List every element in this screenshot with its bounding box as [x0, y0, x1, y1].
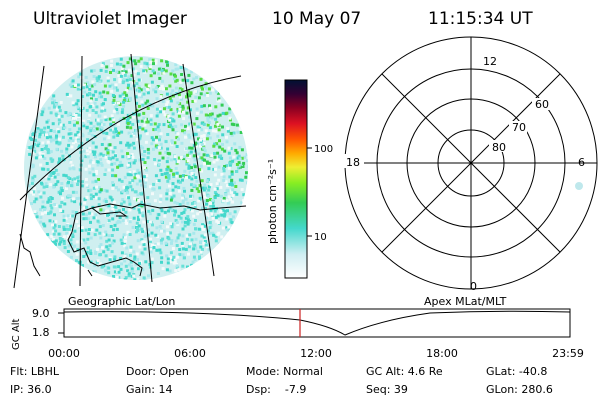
status-seq: Seq: 39: [366, 383, 408, 396]
coastline: [19, 203, 247, 277]
status-glat: GLat: -40.8: [486, 365, 547, 378]
timeline-xtick-0600: 06:00: [174, 347, 206, 360]
auroral-speckle: [26, 57, 248, 280]
polar-diagonal-b: [381, 73, 561, 253]
timeline-xtick-1200: 12:00: [300, 347, 332, 360]
altitude-curve: [63, 310, 571, 336]
time-label: 11:15:34 UT: [428, 9, 533, 29]
status-filter: Flt: LBHL: [10, 365, 60, 378]
timeline-xtick-1800: 18:00: [426, 347, 458, 360]
polar-label-18: 18: [346, 156, 360, 169]
timeline-xtick-0000: 00:00: [48, 347, 80, 360]
timeline-xtick-2359: 23:59: [552, 347, 584, 360]
status-door: Door: Open: [126, 365, 189, 378]
geographic-image-panel: [13, 53, 248, 289]
status-mode: Mode: Normal: [246, 365, 323, 378]
latitude-line: [19, 75, 242, 201]
timeline-axis-title: GC Alt: [11, 318, 22, 350]
polar-ring-label-80: 80: [492, 141, 506, 154]
colorbar: 100 10 photon cm⁻²s⁻¹: [266, 79, 333, 279]
status-gain: Gain: 14: [126, 383, 173, 396]
colorbar-scale: [284, 79, 308, 279]
date-label: 10 May 07: [272, 9, 361, 29]
instrument-title: Ultraviolet Imager: [33, 9, 187, 29]
status-panel: Flt: LBHL IP: 36.0 Door: Open Gain: 14 M…: [10, 365, 553, 396]
status-ip: IP: 36.0: [10, 383, 52, 396]
polar-label-12: 12: [483, 55, 497, 68]
polar-label-0: 0: [470, 280, 477, 293]
status-glon: GLon: 280.6: [486, 383, 553, 396]
apex-caption: Apex MLat/MLT: [424, 295, 507, 308]
polar-emission-blob: [575, 182, 583, 190]
polar-label-6: 6: [578, 156, 585, 169]
polar-plot: 12 18 6 0 60 70 80: [344, 36, 598, 293]
meridian-lines: [13, 53, 215, 289]
timeline-ytick-low: 1.8: [32, 326, 50, 339]
altitude-timeline: GC Alt 9.0 1.8 00:00 06:00 12:00 18:00 2…: [11, 307, 584, 360]
timeline-ytick-high: 9.0: [32, 307, 50, 320]
colorbar-tick-100: 100: [314, 144, 333, 155]
status-gc-alt: GC Alt: 4.6 Re: [366, 365, 443, 378]
status-dsp: Dsp: -7.9: [246, 383, 306, 396]
colorbar-unit-label: photon cm⁻²s⁻¹: [266, 159, 279, 244]
geographic-caption: Geographic Lat/Lon: [68, 295, 175, 308]
timeline-frame: [63, 308, 571, 338]
colorbar-tick-10: 10: [314, 232, 327, 243]
polar-ring-label-70: 70: [512, 121, 526, 134]
polar-ring-label-60: 60: [535, 98, 549, 111]
